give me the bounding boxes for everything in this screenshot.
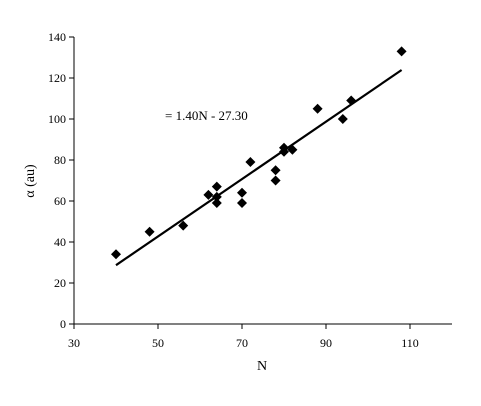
data-point (237, 187, 247, 198)
data-point (144, 226, 155, 237)
trendline-equation: = 1.40N - 27.30 (165, 108, 248, 123)
data-point (346, 95, 357, 106)
trendline (115, 69, 403, 267)
data-point (237, 198, 247, 209)
data-point (270, 175, 281, 186)
y-tick-label: 60 (54, 194, 66, 208)
y-tick-label: 140 (48, 30, 66, 44)
x-tick-label: 110 (401, 336, 419, 350)
data-point (178, 220, 189, 231)
data-point (245, 157, 256, 168)
y-tick-label: 20 (54, 276, 66, 290)
x-tick-label: 30 (68, 336, 80, 350)
data-point (270, 165, 281, 176)
data-point (279, 146, 289, 157)
data-point (337, 114, 348, 124)
data-point (211, 198, 222, 209)
data-point (111, 249, 121, 260)
y-tick-label: 40 (54, 235, 66, 249)
y-axis-title: α (au) (23, 164, 38, 198)
x-axis-ticks: 30 50 70 90 110 (68, 324, 419, 350)
x-tick-label: 50 (152, 336, 164, 350)
data-point (211, 181, 222, 192)
y-tick-label: 120 (48, 71, 66, 85)
data-point (287, 144, 298, 155)
data-points (111, 46, 407, 260)
y-tick-label: 100 (48, 112, 66, 126)
data-point (396, 46, 407, 57)
y-tick-label: 0 (60, 317, 66, 331)
y-tick-label: 80 (54, 153, 66, 167)
data-point (211, 191, 222, 202)
data-point (312, 103, 323, 114)
x-tick-label: 90 (320, 336, 332, 350)
y-axis-ticks: 0 20 40 60 80 100 120 140 (48, 30, 74, 331)
x-axis-title: N (257, 359, 267, 374)
x-tick-label: 70 (236, 336, 248, 350)
data-point (203, 189, 214, 200)
